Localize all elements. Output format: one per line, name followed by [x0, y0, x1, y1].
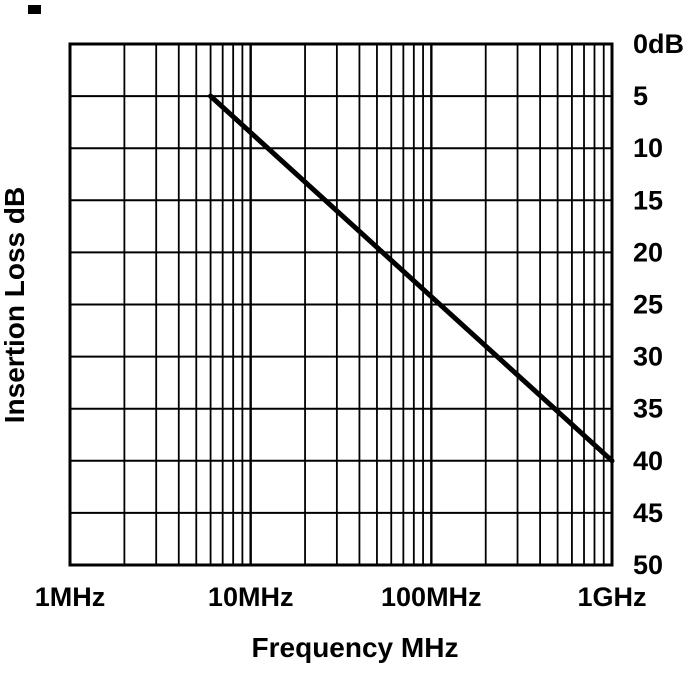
y-tick-label: 25: [633, 290, 663, 320]
x-tick-label: 1GHz: [577, 582, 646, 612]
insertion-loss-curve: [208, 93, 615, 464]
series-layer: [208, 93, 615, 464]
x-tick-label: 1MHz: [35, 582, 106, 612]
x-tick-label: 10MHz: [208, 582, 294, 612]
y-tick-label: 50: [633, 550, 663, 580]
plot-border: [68, 42, 614, 567]
y-tick-label: 35: [633, 394, 663, 424]
y-tick-label: 15: [633, 185, 663, 215]
y-tick-label: 30: [633, 342, 663, 372]
corner-mark: [28, 5, 41, 14]
y-axis-title: Insertion Loss dB: [0, 187, 30, 423]
grid-layer: [68, 43, 614, 566]
x-tick-label: 100MHz: [381, 582, 482, 612]
y-tick-label: 10: [633, 133, 663, 163]
y-tick-label: 0dB: [633, 29, 684, 59]
x-axis-title: Frequency MHz: [252, 632, 459, 663]
y-tick-label: 5: [633, 81, 648, 111]
y-tick-label: 40: [633, 446, 663, 476]
y-tick-label: 20: [633, 237, 663, 267]
y-tick-label: 45: [633, 498, 663, 528]
